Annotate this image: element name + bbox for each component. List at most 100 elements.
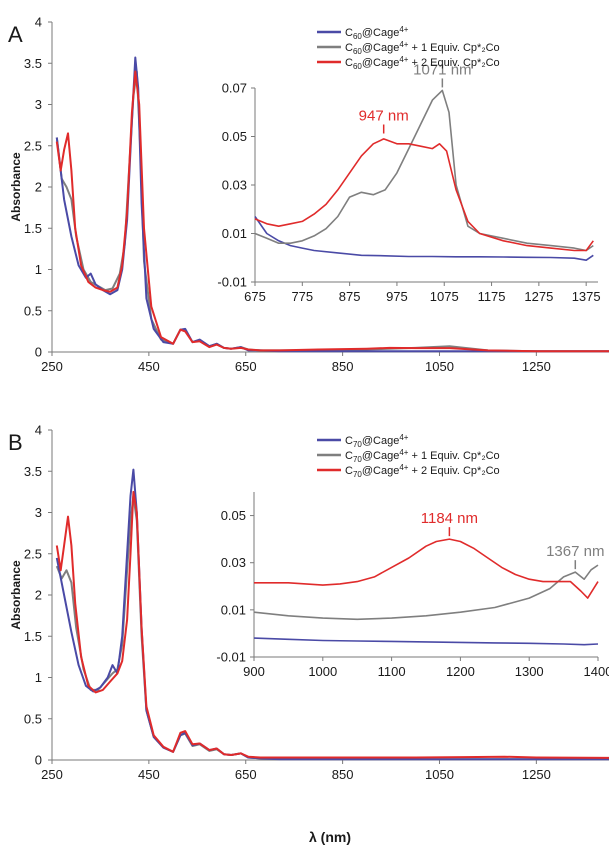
legend-entry-part: 4+: [399, 25, 408, 34]
y-tick-label: 0: [35, 753, 42, 768]
peak-annotation: 1071 nm: [413, 61, 471, 78]
y-tick-label: 4: [35, 423, 42, 438]
x-tick-label: 1050: [425, 359, 454, 374]
y-axis-title: Absorbance: [9, 560, 23, 630]
x-tick-label: 850: [332, 359, 354, 374]
inset-x-tick-label: 775: [291, 289, 313, 304]
x-axis-title: λ (nm): [309, 829, 351, 845]
legend-entry: C70@Cage4+ + 1 Equiv. Cp*₂Co: [345, 448, 500, 464]
y-tick-label: 3: [35, 505, 42, 520]
inset-x-tick-label: 1075: [430, 289, 459, 304]
x-tick-label: 250: [41, 359, 63, 374]
legend-entry-part: 70: [353, 455, 362, 464]
series-line-2: [55, 70, 609, 353]
legend-entry-part: 70: [353, 470, 362, 479]
peak-annotation: 947 nm: [359, 108, 409, 125]
y-tick-label: 1: [35, 670, 42, 685]
legend-entry-part: @Cage: [362, 57, 399, 69]
legend-entry-part: 4+: [399, 463, 408, 472]
legend-entry-part: @Cage: [362, 27, 399, 39]
legend-entry: C60@Cage4+: [345, 25, 409, 41]
inset-series-line-0: [254, 216, 594, 261]
y-tick-label: 1.5: [24, 629, 42, 644]
y-tick-label: 2: [35, 588, 42, 603]
inset-y-tick-label: 0.01: [221, 602, 246, 617]
legend-entry: C60@Cage4+ + 2 Equiv. Cp*₂Co: [345, 55, 500, 71]
legend-entry-part: C: [345, 57, 353, 69]
x-tick-label: 1050: [425, 767, 454, 782]
y-tick-label: 2.5: [24, 546, 42, 561]
legend: C70@Cage4+C70@Cage4+ + 1 Equiv. Cp*₂CoC7…: [317, 433, 500, 479]
y-tick-label: 2: [35, 180, 42, 195]
x-tick-label: 250: [41, 767, 63, 782]
legend-entry-part: C: [345, 42, 353, 54]
y-tick-label: 0: [35, 345, 42, 360]
inset-y-tick-label: 0.03: [222, 178, 247, 193]
x-tick-label: 1250: [522, 767, 551, 782]
x-tick-label: 1250: [522, 359, 551, 374]
panel-label: A: [8, 22, 23, 47]
legend-entry-part: @Cage: [362, 465, 399, 477]
inset-y-tick-label: 0.01: [222, 226, 247, 241]
inset-x-tick-label: 1275: [524, 289, 553, 304]
inset-x-tick-label: 1100: [378, 664, 406, 679]
inset-x-tick-label: 975: [386, 289, 408, 304]
legend-entry-part: 70: [353, 440, 362, 449]
legend-entry-part: C: [345, 465, 353, 477]
inset-background: [255, 88, 598, 282]
legend-entry-part: + 2 Equiv. Cp*₂Co: [408, 465, 499, 477]
panel-b: B 0 0.5 1 1.5 2 2.5 3 3.5 4 250 450 650 850 1050 1250 Ab…: [8, 423, 609, 845]
legend-entry: C70@Cage4+: [345, 433, 409, 449]
legend-entry-part: 4+: [399, 40, 408, 49]
inset-x-tick-label: 900: [243, 664, 265, 679]
inset-x-tick-label: 675: [244, 289, 266, 304]
legend: C60@Cage4+C60@Cage4+ + 1 Equiv. Cp*₂CoC6…: [317, 25, 500, 71]
inset-y-tick-label: 0.07: [222, 81, 247, 96]
y-tick-label: 3: [35, 97, 42, 112]
legend-entry-part: @Cage: [362, 42, 399, 54]
y-tick-label: 2.5: [24, 138, 42, 153]
x-tick-label: 450: [138, 767, 160, 782]
inset-plot: -0.01 0.01 0.03 0.05 0.07 675 775 875 975 1075 117…: [217, 61, 600, 304]
peak-annotation: 1367 nm: [546, 543, 604, 560]
y-tick-label: 3.5: [24, 56, 42, 71]
legend-entry-part: C: [345, 450, 353, 462]
x-tick-label: 650: [235, 767, 257, 782]
series-line-2: [55, 490, 609, 759]
inset-series-line-1: [254, 89, 594, 252]
inset-x-tick-label: 1000: [308, 664, 337, 679]
legend-entry-part: 4+: [399, 448, 408, 457]
inset-x-tick-label: 1200: [446, 664, 475, 679]
inset-x-tick-label: 1375: [572, 289, 601, 304]
inset-y-tick-label: 0.05: [222, 129, 247, 144]
x-tick-label: 850: [332, 767, 354, 782]
y-tick-label: 3.5: [24, 464, 42, 479]
inset-y-tick-label: 0.05: [221, 508, 246, 523]
panel-label: B: [8, 430, 23, 455]
legend-entry-part: C: [345, 435, 353, 447]
inset-series-line-2: [254, 538, 599, 599]
x-tick-label: 450: [138, 359, 160, 374]
legend-entry: C70@Cage4+ + 2 Equiv. Cp*₂Co: [345, 463, 500, 479]
legend-entry-part: + 1 Equiv. Cp*₂Co: [408, 42, 499, 54]
inset-background: [254, 492, 598, 657]
legend-entry: C60@Cage4+ + 1 Equiv. Cp*₂Co: [345, 40, 500, 56]
legend-entry-part: + 2 Equiv. Cp*₂Co: [408, 57, 499, 69]
legend-entry-part: 60: [353, 47, 362, 56]
inset-x-tick-label: 875: [339, 289, 361, 304]
inset-x-tick-label: 1300: [515, 664, 544, 679]
y-tick-label: 0.5: [24, 711, 42, 726]
legend-entry-part: 60: [353, 62, 362, 71]
inset-y-tick-label: 0.03: [221, 555, 246, 570]
legend-entry-part: 60: [353, 32, 362, 41]
inset-series-line-1: [253, 564, 599, 621]
inset-x-tick-label: 1175: [478, 289, 506, 304]
x-tick-label: 650: [235, 359, 257, 374]
peak-annotation: 1184 nm: [421, 510, 478, 527]
y-axis-title: Absorbance: [9, 152, 23, 222]
inset-plot: -0.01 0.01 0.03 0.05 900 1000 1100 1200 1300 1400…: [216, 492, 609, 679]
legend-entry-part: 4+: [399, 433, 408, 442]
y-tick-label: 4: [35, 15, 42, 30]
inset-x-tick-label: 1400: [584, 664, 609, 679]
